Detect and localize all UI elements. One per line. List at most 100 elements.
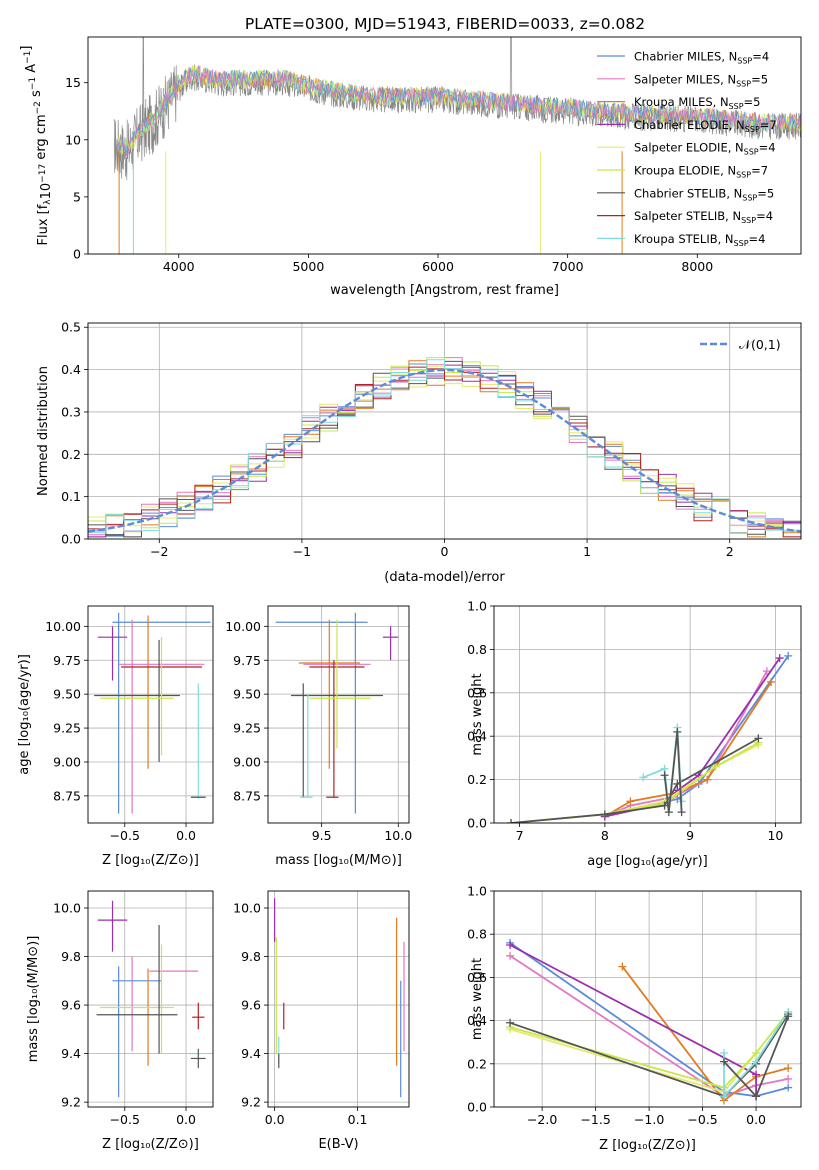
y-tick-label: 9.8 — [61, 949, 81, 964]
point-marker-kroupa_stelib — [639, 773, 648, 782]
y-axis-label: mass [log₁₀(M/M⊙)] — [26, 936, 41, 1063]
series-line-salpeter_elodie — [509, 1028, 757, 1093]
y-tick-label: 0.5 — [61, 320, 81, 335]
y-tick-label: 10.00 — [45, 619, 81, 634]
legend-label-tail: =4 — [749, 232, 766, 246]
y-tick-label: 0.1 — [61, 489, 81, 504]
axes-massweight_vs_age: 7 8 9 10 0.0 0.2 0.4 0.6 0.8 1.0 age [log₁₀(age/yr… — [467, 599, 802, 869]
y-tick-label: 9.25 — [233, 721, 261, 736]
y-tick-label: 15 — [65, 75, 81, 90]
x-tick-label: 7 — [516, 828, 524, 843]
y-tick-label: 10.0 — [53, 900, 81, 915]
y-tick-label: 0.0 — [467, 1100, 487, 1115]
legend-label-chabrier_elodie: Chabrier ELODIE, NSSP=7 — [634, 118, 777, 134]
axes-frame — [493, 605, 802, 824]
legend-label-tail: =5 — [751, 72, 768, 86]
legend-label-chabrier_miles: Chabrier MILES, NSSP=4 — [634, 50, 769, 66]
point-marker-chabrier_stelib — [660, 771, 669, 780]
x-axis-label: age [log₁₀(age/yr)] — [587, 854, 708, 869]
point-marker-chabrier_stelib — [719, 1057, 728, 1066]
x-tick-label: 2 — [726, 544, 734, 559]
histogram-chabrier_stelib — [88, 360, 801, 538]
x-tick-label: 1 — [583, 544, 591, 559]
point-marker-kroupa_miles — [626, 797, 635, 806]
legend-label-text: Salpeter STELIB, N — [634, 209, 741, 223]
plot-area-residuals — [88, 323, 801, 539]
point-marker-salpeter_miles — [506, 951, 515, 960]
x-tick-label: −1.5 — [580, 1112, 610, 1127]
axes-frame — [87, 890, 214, 1108]
point-marker-kroupa_stelib — [719, 1092, 728, 1101]
legend-label-sub: SSP — [736, 79, 751, 88]
y-axis-label-part: −2 — [33, 101, 43, 114]
y-tick-label: 9.8 — [241, 949, 261, 964]
x-axis-label: (data-model)/error — [384, 570, 505, 585]
y-tick-label: 0.0 — [467, 816, 487, 831]
legend-label-text: Chabrier ELODIE, N — [634, 118, 745, 132]
y-tick-label: 8.75 — [233, 788, 261, 803]
point-marker-kroupa_stelib — [719, 1049, 728, 1057]
legend-label-text: Kroupa STELIB, N — [634, 232, 734, 246]
model-spectrum-kroupa_stelib — [117, 67, 801, 157]
point-marker-chabrier_stelib — [507, 819, 516, 823]
y-tick-label: 5 — [73, 189, 81, 204]
series-line-chabrier_miles — [509, 942, 789, 1098]
y-tick-label: 9.2 — [241, 1095, 261, 1110]
point-marker-chabrier_stelib — [784, 1012, 793, 1021]
legend-label-text: Kroupa ELODIE, N — [634, 164, 736, 178]
x-tick-label: −0.5 — [687, 1112, 717, 1127]
legend-label-sub: SSP — [734, 239, 749, 248]
y-tick-label: 0 — [73, 247, 81, 262]
legend-label-kroupa_elodie: Kroupa ELODIE, NSSP=7 — [634, 164, 768, 180]
histogram-kroupa_stelib — [88, 359, 801, 538]
x-tick-label: 0 — [441, 544, 449, 559]
y-tick-label: 9.50 — [53, 687, 81, 702]
y-axis-label-part: 10 — [39, 183, 54, 200]
legend-label-text: Chabrier STELIB, N — [634, 186, 742, 200]
histogram-kroupa_elodie — [88, 357, 801, 533]
axes-age_vs_mass: 9.5 10.0 8.75 9.00 9.25 9.50 9.75 10.00 mass [lo… — [225, 605, 412, 868]
x-tick-label: 5000 — [292, 259, 324, 274]
y-tick-label: 0.4 — [467, 1013, 487, 1028]
axes-frame — [267, 605, 410, 824]
point-marker-kroupa_miles — [767, 677, 776, 686]
legend-label-gaussian: 𝒩(0,1) — [739, 337, 781, 352]
x-tick-label: −2 — [150, 544, 168, 559]
y-axis-label-part: −17 — [38, 164, 48, 183]
y-tick-label: 0.6 — [467, 685, 487, 700]
plot-area-mass_vs_Z — [88, 891, 213, 1107]
legend-label-tail: =4 — [752, 50, 769, 64]
x-tick-label: 6000 — [422, 259, 454, 274]
legend-label-chabrier_stelib: Chabrier STELIB, NSSP=5 — [634, 186, 774, 202]
legend-label-kroupa_miles: Kroupa MILES, NSSP=5 — [634, 95, 760, 111]
y-axis-label: mass weight — [470, 958, 485, 1040]
y-tick-label: 9.4 — [241, 1046, 261, 1061]
legend-label-text: Chabrier MILES, N — [634, 50, 737, 64]
point-marker-chabrier_elodie — [506, 941, 515, 949]
x-axis-label: wavelength [Angstrom, rest frame] — [330, 283, 559, 298]
legend-label-kroupa_stelib: Kroupa STELIB, NSSP=4 — [634, 232, 765, 248]
axes-frame — [87, 322, 802, 540]
x-tick-label: 0.0 — [265, 1112, 285, 1127]
x-tick-label: 0.0 — [176, 1112, 196, 1127]
legend-label-tail: =4 — [759, 141, 776, 155]
point-marker-chabrier_miles — [784, 1083, 793, 1092]
legend-label-tail: =4 — [756, 209, 773, 223]
legend-label-sub: SSP — [729, 102, 744, 111]
x-tick-label: 7000 — [552, 259, 584, 274]
axes-frame — [87, 605, 214, 824]
y-tick-label: 9.2 — [61, 1095, 81, 1110]
series-line-kroupa_miles — [621, 966, 789, 1102]
plot-area-massweight_vs_Z — [494, 891, 801, 1107]
x-tick-label: 0.1 — [348, 1112, 368, 1127]
y-tick-label: 0.0 — [61, 532, 81, 547]
model-spectrum-salpeter_miles — [117, 64, 801, 156]
y-axis-label: Normed distribution — [36, 366, 51, 496]
plot-area-massweight_vs_age — [494, 606, 801, 823]
plot-area-mass_vs_ebv — [268, 891, 409, 1107]
y-tick-label: 0.3 — [61, 404, 81, 419]
y-tick-label: 0.4 — [467, 729, 487, 744]
x-axis-label: Z [log₁₀(Z/Z⊙)] — [102, 853, 199, 868]
